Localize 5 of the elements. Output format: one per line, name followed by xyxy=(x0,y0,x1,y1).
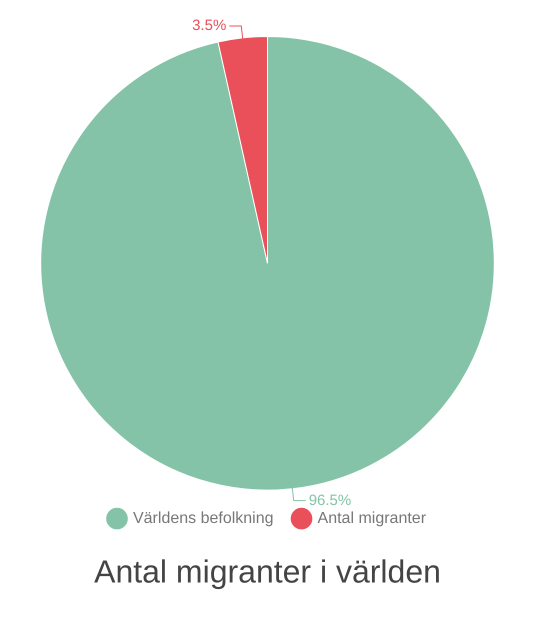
legend-label: Världens befolkning xyxy=(132,510,274,528)
text: Antal migranter i världen xyxy=(94,554,441,590)
legend-label: Antal migranter xyxy=(318,510,427,528)
data-label: 3.5% xyxy=(192,17,226,34)
data-label: 96.5% xyxy=(308,492,352,509)
